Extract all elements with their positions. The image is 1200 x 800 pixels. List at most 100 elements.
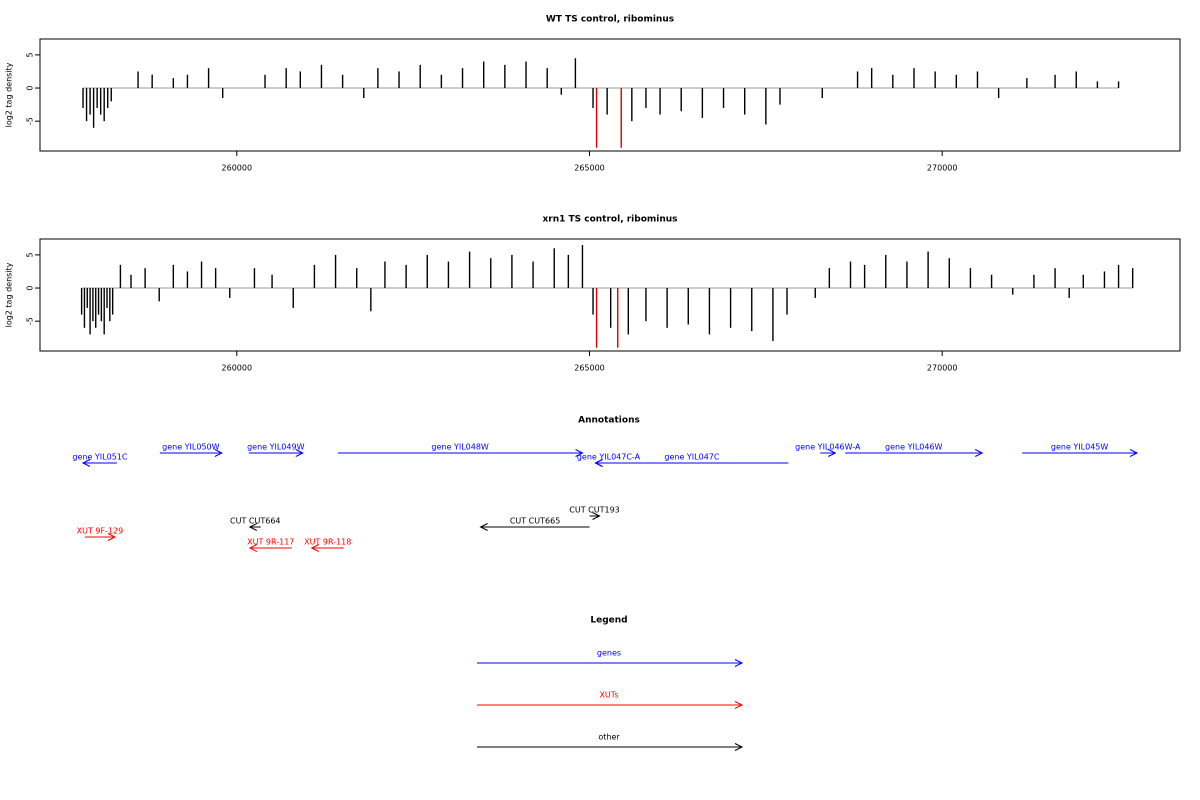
legend-arrow xyxy=(477,701,744,709)
feature-arrow xyxy=(1022,449,1139,457)
bar xyxy=(363,88,365,98)
bar xyxy=(221,88,224,98)
bar xyxy=(567,254,570,289)
bar xyxy=(96,88,98,108)
bar xyxy=(490,258,492,289)
arrow-head xyxy=(974,449,984,457)
feature-label: gene YIL049W xyxy=(247,443,305,452)
legend-arrow xyxy=(477,659,744,667)
bar xyxy=(779,88,781,105)
bar xyxy=(341,74,344,89)
bar xyxy=(200,261,203,289)
bar xyxy=(701,88,704,118)
feature-label: XUT 9R-118 xyxy=(304,538,351,547)
feature-label: gene YIL046W-A xyxy=(795,443,861,452)
legend-label: genes xyxy=(597,649,621,658)
bar xyxy=(849,261,852,289)
bar xyxy=(151,74,153,89)
feature-arrow xyxy=(248,544,292,552)
bar xyxy=(592,288,594,315)
feature-label: gene YIL047C-A xyxy=(577,453,641,462)
arrow-head xyxy=(295,449,304,457)
bar xyxy=(627,288,630,335)
feature-label: CUT CUT665 xyxy=(510,517,560,526)
bar xyxy=(751,288,753,332)
feature-label: XUT 9R-117 xyxy=(247,538,294,547)
bar xyxy=(264,74,266,89)
bar xyxy=(906,261,908,289)
bar xyxy=(106,288,108,308)
bar xyxy=(1054,74,1056,89)
bar xyxy=(370,288,372,312)
bar xyxy=(595,88,598,148)
bar xyxy=(86,288,88,308)
bar xyxy=(334,254,337,289)
legend-arrow xyxy=(477,743,744,751)
bar xyxy=(103,288,105,335)
bar xyxy=(130,274,132,289)
feature-label: gene YIL045W xyxy=(1051,443,1109,452)
legend-label: other xyxy=(598,733,620,742)
bar xyxy=(103,88,105,122)
bar xyxy=(870,68,873,89)
arrow-head xyxy=(81,459,91,467)
bar xyxy=(645,88,647,108)
bar xyxy=(546,68,548,89)
bar xyxy=(172,78,175,89)
feature-arrow xyxy=(589,512,601,520)
bar xyxy=(207,68,210,89)
bar xyxy=(292,288,294,308)
bar xyxy=(419,64,421,89)
bar xyxy=(592,88,594,108)
bar xyxy=(100,288,103,322)
bar xyxy=(356,268,358,289)
x-tick-label: 270000 xyxy=(927,164,958,173)
feature-label: gene YIL046W xyxy=(885,443,943,452)
bar xyxy=(99,88,102,115)
bar xyxy=(1012,288,1014,295)
bar xyxy=(631,88,633,122)
bar xyxy=(892,74,894,89)
x-tick-label: 260000 xyxy=(222,164,253,173)
bar xyxy=(828,268,831,289)
bar xyxy=(1075,71,1077,89)
bar xyxy=(1082,274,1084,289)
feature-label: gene YIL048W xyxy=(431,443,489,452)
bar xyxy=(606,88,608,115)
bar xyxy=(729,288,732,328)
bar xyxy=(687,288,689,325)
panel-title: xrn1 TS control, ribominus xyxy=(542,215,677,225)
arrow-head xyxy=(248,544,258,552)
legend-label: XUTs xyxy=(599,691,618,700)
bar xyxy=(948,258,950,289)
bar xyxy=(158,288,160,302)
x-tick-label: 260000 xyxy=(222,364,253,373)
bar xyxy=(111,288,114,315)
bar xyxy=(863,264,866,289)
bar xyxy=(955,74,958,89)
bar xyxy=(659,88,661,115)
bar xyxy=(814,288,816,298)
bar xyxy=(997,88,1000,98)
bar xyxy=(765,88,767,125)
bar xyxy=(97,288,100,315)
arrow-head xyxy=(1129,449,1139,457)
arrow-head xyxy=(828,449,837,457)
bar xyxy=(461,68,464,89)
arrow-head xyxy=(479,523,488,531)
feature-arrow xyxy=(159,449,223,457)
bar xyxy=(85,88,88,122)
x-tick-label: 265000 xyxy=(574,364,605,373)
feature-arrow xyxy=(845,449,984,457)
bar xyxy=(934,71,936,89)
bar xyxy=(1117,81,1120,89)
arrow-head xyxy=(594,459,603,467)
y-tick-label: 5 xyxy=(26,52,35,57)
bar xyxy=(313,264,316,289)
bar xyxy=(511,254,513,289)
bar xyxy=(620,88,622,148)
bar xyxy=(253,268,256,289)
feature-arrow xyxy=(337,449,584,457)
arrow-head xyxy=(734,659,744,667)
